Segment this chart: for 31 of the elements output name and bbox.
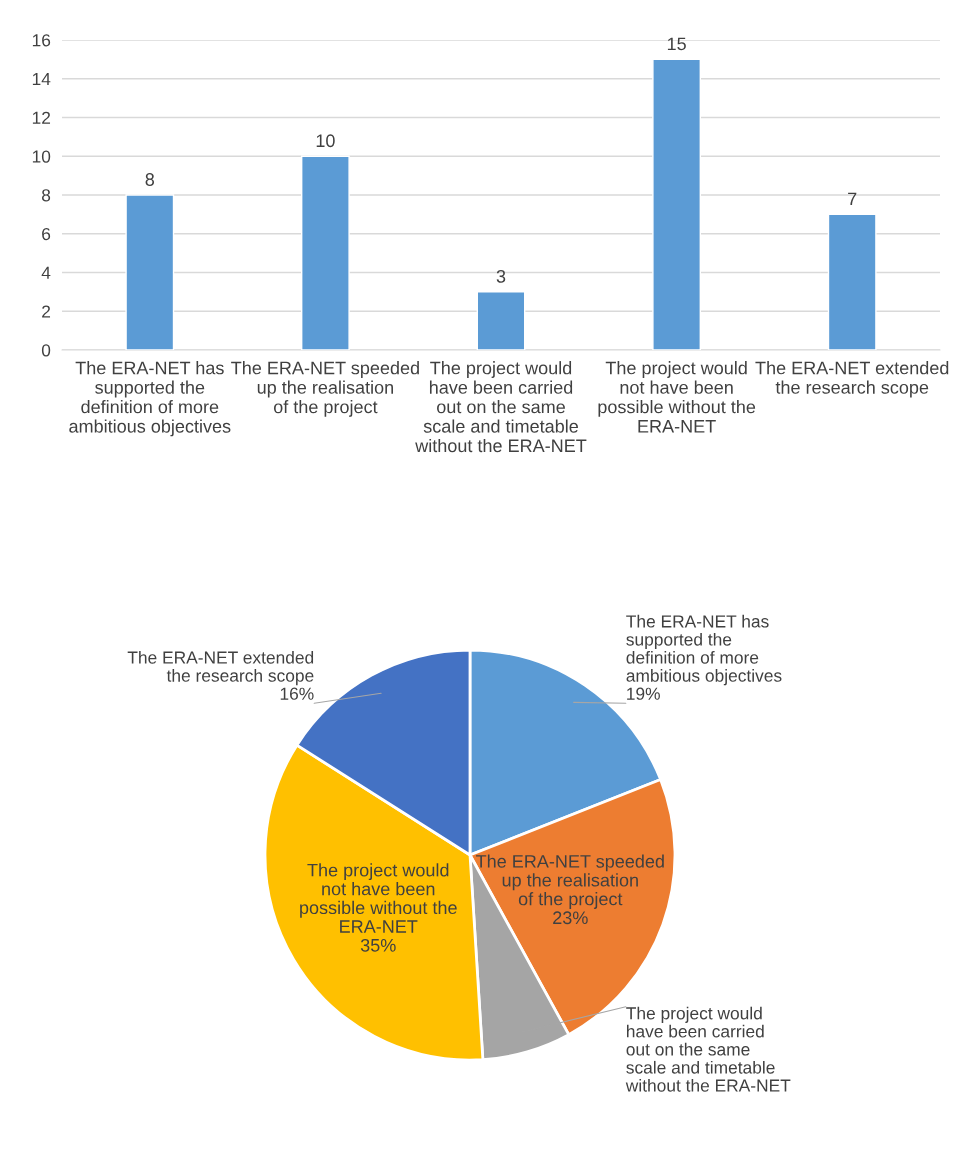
bar — [476, 291, 526, 350]
data-label: 15 — [667, 37, 686, 51]
x-tick-label: The ERA-NET has supported the definition of more ambitious objectives — [69, 361, 231, 437]
y-tick-label: 4 — [41, 266, 51, 279]
data-label: 8 — [145, 173, 155, 186]
slice-label: The ERA-NET has supported the definition of more ambitious objectives — [626, 614, 782, 686]
y-tick-label: 0 — [41, 344, 51, 357]
data-label: 7 — [848, 192, 857, 206]
y-tick-label: 2 — [42, 305, 51, 318]
slice-label: The project would not have been possible without the ERA-NET — [300, 863, 457, 933]
data-label: 10 — [316, 134, 335, 148]
slice-label: The project would have been carried out on the same scale and timetable without the ERA-NET — [625, 1006, 791, 1092]
x-tick-label: The project would not have been possible without the ERA-NET — [598, 361, 756, 433]
data-label: 35% — [360, 938, 396, 952]
bar — [652, 58, 702, 350]
y-tick-label: 8 — [41, 189, 51, 202]
y-tick-label: 16 — [32, 34, 51, 47]
y-tick-label: 12 — [32, 111, 51, 124]
bar — [827, 213, 877, 350]
bar — [300, 155, 350, 350]
y-tick-label: 10 — [32, 150, 51, 163]
x-tick-label: The ERA-NET extended the research scope — [755, 361, 949, 398]
data-label: 16% — [280, 687, 314, 700]
slice-label: The ERA-NET speeded up the realisation of the project — [476, 854, 664, 909]
y-tick-label: 6 — [42, 227, 51, 241]
y-tick-label: 14 — [32, 73, 51, 86]
bar — [125, 194, 175, 350]
data-label: 23% — [553, 911, 588, 925]
slice-label: The ERA-NET extended the research scope — [127, 650, 314, 686]
data-label: 3 — [496, 269, 506, 283]
data-label: 19% — [627, 687, 660, 700]
